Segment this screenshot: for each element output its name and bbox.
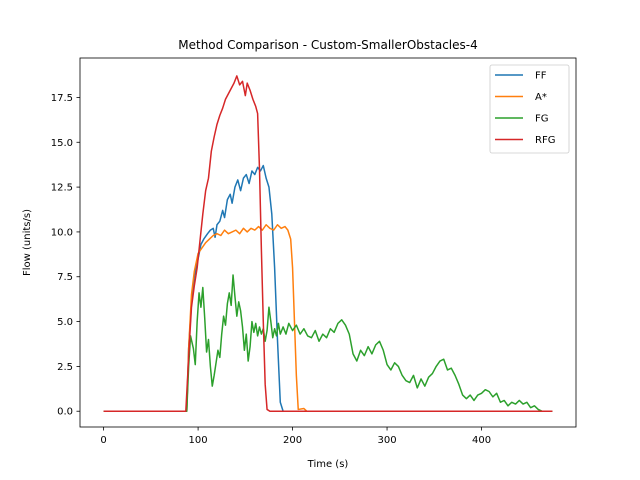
y-tick-label: 7.5: [57, 272, 73, 283]
y-axis: 0.0 2.5 5.0 7.5 10.0 12.5 15.0 17.5: [51, 93, 80, 418]
series-line-astar: [103, 224, 553, 412]
axes-frame: [79, 57, 577, 428]
y-tick-label: 12.5: [51, 183, 73, 194]
series-line-ff: [103, 164, 553, 412]
y-tick-label: 0.0: [57, 407, 73, 418]
x-tick-label: 100: [189, 435, 208, 446]
series-line-fg: [103, 274, 553, 412]
legend-label-astar: A*: [535, 92, 547, 103]
legend-label-ff: FF: [535, 71, 547, 82]
x-tick-label: 400: [472, 435, 491, 446]
y-tick-label: 17.5: [51, 93, 73, 104]
x-tick-label: 0: [100, 435, 106, 446]
y-tick-label: 10.0: [51, 227, 73, 238]
x-axis: 0 100 200 300 400: [100, 427, 491, 446]
x-axis-label: Time (s): [307, 459, 349, 470]
x-tick-label: 300: [378, 435, 397, 446]
y-tick-label: 2.5: [57, 362, 73, 373]
legend-label-fg: FG: [535, 114, 549, 125]
series-line-rfg: [103, 75, 553, 412]
plot-area: [103, 75, 553, 412]
chart-title: Method Comparison - Custom-SmallerObstac…: [178, 38, 477, 52]
x-tick-label: 200: [283, 435, 302, 446]
y-tick-label: 5.0: [57, 317, 73, 328]
legend-label-rfg: RFG: [535, 135, 555, 146]
y-tick-label: 15.0: [51, 138, 73, 149]
legend: FF A* FG RFG: [489, 64, 570, 154]
y-axis-label: Flow (units/s): [22, 209, 33, 276]
legend-box: [489, 64, 570, 154]
